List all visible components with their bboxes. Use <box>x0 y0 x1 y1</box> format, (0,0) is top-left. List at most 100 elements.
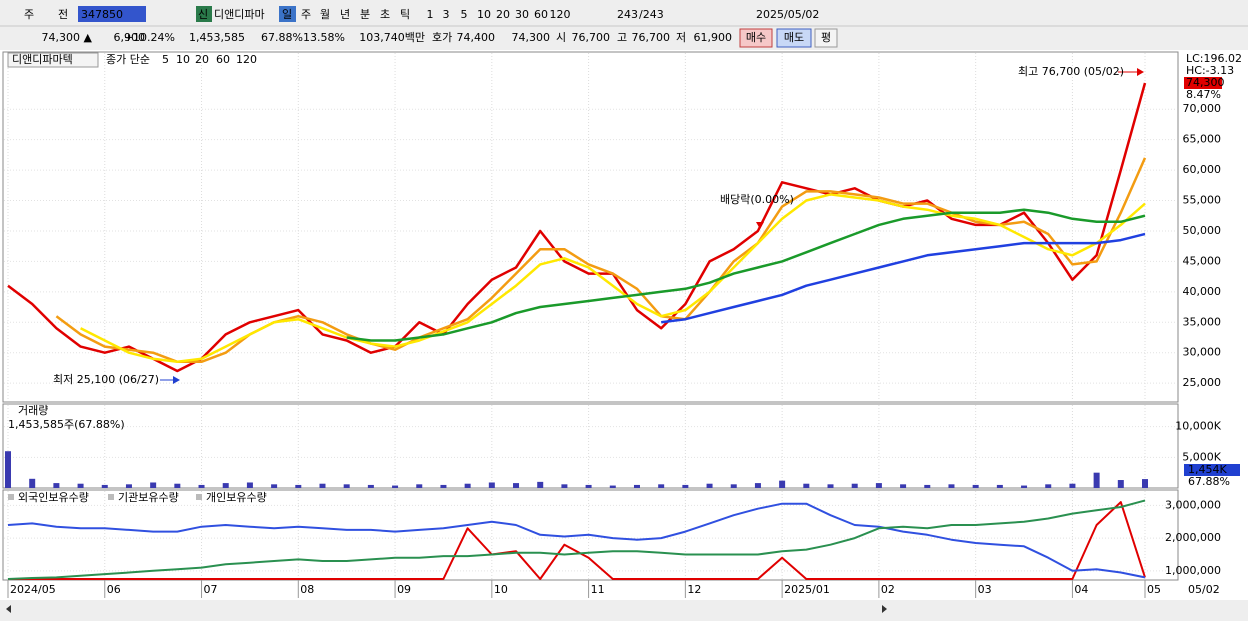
quote-change: 6,900 <box>114 31 146 44</box>
period-button: 주 <box>301 8 311 21</box>
quote-low: 61,900 <box>694 31 733 44</box>
volume-bar <box>271 484 278 488</box>
legend-swatch <box>8 494 14 500</box>
y-tick-label: 40,000 <box>1183 285 1222 298</box>
series-line <box>7 82 1147 373</box>
volume-bar <box>319 483 326 488</box>
volume-bar <box>29 478 36 488</box>
volume-bar <box>1045 484 1052 488</box>
volume-bar <box>53 483 60 488</box>
volume-bar <box>367 484 374 488</box>
x-tick-label: 03 <box>978 583 992 596</box>
volume-panel <box>2 403 1179 489</box>
price-panel <box>2 51 1179 403</box>
quote-amount: 103,740백만 <box>359 31 425 44</box>
scroll-left[interactable] <box>6 605 11 613</box>
series-line <box>7 502 1146 579</box>
volume-bar <box>125 484 132 488</box>
date: 2025/05/02 <box>756 8 819 21</box>
y-tick-label: 50,000 <box>1183 224 1222 237</box>
period-button: 틱 <box>400 8 410 21</box>
quote-ask_label: 호가 <box>432 31 452 44</box>
volume-bar <box>851 483 858 488</box>
legend-entry: 120 <box>236 53 257 66</box>
y-tick-label: 60,000 <box>1183 163 1222 176</box>
volume-bar <box>1069 483 1076 488</box>
quote-open_label: 시 <box>556 31 566 44</box>
quote-price: 74,300 ▲ <box>42 31 93 44</box>
quote-avg: 평 <box>821 31 831 44</box>
annotation: 배당락(0.00%) <box>720 193 794 206</box>
volume-bar <box>464 483 471 488</box>
x-tick-label: 08 <box>300 583 314 596</box>
volume-bar <box>222 483 229 488</box>
y-tick-label: 55,000 <box>1183 194 1222 207</box>
x-tick-label: 12 <box>687 583 701 596</box>
y-tick-label: 30,000 <box>1183 346 1222 359</box>
indicator: LC:196.02 <box>1186 52 1242 65</box>
quote-high_label: 고 <box>617 31 627 44</box>
volume-bar <box>101 484 108 488</box>
period-button: 분 <box>360 8 370 21</box>
quote-high: 76,700 <box>632 31 671 44</box>
volume-bar <box>996 484 1003 488</box>
volume-bar <box>1117 480 1124 488</box>
volume-bar <box>706 483 713 488</box>
quote-volume_rate: 67.88% <box>261 31 303 44</box>
sell-button[interactable] <box>776 28 812 48</box>
toolbar-code: 347850 <box>81 8 123 21</box>
count: 243 <box>617 8 638 21</box>
volume-bar <box>682 484 689 488</box>
scroll-right[interactable] <box>882 605 887 613</box>
code-input[interactable] <box>78 6 146 22</box>
series-line <box>661 232 1146 324</box>
y-tick-label: 1,000,000 <box>1165 564 1221 577</box>
x-tick-label: 05 <box>1147 583 1161 596</box>
x-tick-label: 2024/05 <box>10 583 56 596</box>
indicator: 74,300 <box>1186 76 1225 89</box>
price-marker <box>1184 77 1222 89</box>
series-line <box>7 499 1146 580</box>
volume-bar <box>343 484 350 488</box>
legend-swatch <box>196 494 202 500</box>
volume-bar <box>537 481 544 488</box>
y-tick-label: 65,000 <box>1183 133 1222 146</box>
volume-bar <box>198 484 205 488</box>
holdings-panel <box>2 489 1179 581</box>
quote-rate: +10.24% <box>124 31 175 44</box>
x-tick-label: 2025/01 <box>784 583 830 596</box>
quote-volume: 1,453,585 <box>189 31 245 44</box>
buy-button[interactable] <box>739 28 773 48</box>
interval-button: 20 <box>496 8 510 21</box>
y-tick-label: 10,000K <box>1175 420 1221 433</box>
volume-bar <box>900 484 907 488</box>
volume-bar <box>295 484 302 488</box>
quote-ask: 74,400 <box>457 31 496 44</box>
volume-bar <box>246 482 253 488</box>
legend-entry: 기관보유수량 <box>118 491 179 504</box>
volume-bar <box>174 483 181 488</box>
panel-title: 거래량 <box>18 404 48 417</box>
series-line <box>55 157 1147 364</box>
volume-bar <box>779 480 786 488</box>
toolbar-range: 전 <box>58 8 68 21</box>
y-tick-label: 5,000K <box>1182 450 1221 463</box>
y-tick-label: 70,000 <box>1183 102 1222 115</box>
quote-buy: 매수 <box>746 31 766 44</box>
last-date: 05/02 <box>1188 583 1220 596</box>
volume-bar <box>924 484 931 488</box>
y-tick-label: 45,000 <box>1183 254 1222 267</box>
x-tick-label: 04 <box>1074 583 1088 596</box>
series-line <box>8 501 1146 580</box>
period-selected[interactable] <box>279 6 296 22</box>
panel-subtitle: 1,453,585주(67.88%) <box>8 418 125 431</box>
volume-bar <box>948 484 955 488</box>
avg-button[interactable] <box>814 28 838 48</box>
quote-open: 76,700 <box>572 31 611 44</box>
x-tick-label: 11 <box>591 583 605 596</box>
legend-swatch <box>108 494 114 500</box>
scrollbar[interactable] <box>0 600 1248 621</box>
toolbar-market: 주 <box>24 8 34 21</box>
volume-bar <box>585 484 592 488</box>
